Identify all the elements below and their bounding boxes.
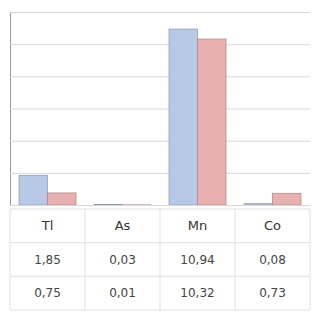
y-tick	[10, 44, 310, 45]
bar	[19, 175, 48, 205]
y-tick	[10, 141, 310, 142]
table-line	[10, 209, 11, 310]
grid-line	[10, 205, 310, 206]
table-value: 0,08	[259, 253, 286, 267]
bar-series	[19, 29, 273, 205]
y-tick	[10, 205, 310, 206]
category-label: Mn	[188, 218, 207, 233]
table-value: 0,01	[109, 286, 136, 300]
bar-series	[48, 39, 302, 205]
bar	[273, 193, 302, 205]
chart: Tl As Mn Co 1,85 0,03 10,94 0,08 0,75 0,01 10,32 0,…	[0, 0, 320, 320]
category-label: As	[115, 218, 131, 233]
grid-line	[10, 173, 310, 174]
table-value: 0,03	[109, 253, 136, 267]
y-tick	[10, 12, 310, 13]
bar	[169, 29, 198, 205]
y-tick	[10, 173, 310, 174]
y-tick	[10, 76, 310, 77]
y-axis-line	[11, 13, 311, 206]
bars	[19, 29, 301, 205]
table-value: 0,73	[259, 286, 286, 300]
table-line	[160, 209, 161, 310]
bar	[123, 204, 152, 205]
table-value: 1,85	[34, 253, 61, 267]
bar	[94, 204, 123, 205]
table-value: 10,32	[180, 286, 214, 300]
grid-line	[10, 44, 310, 45]
grid-line	[10, 76, 310, 77]
table-line	[310, 209, 311, 310]
grid-line	[10, 109, 310, 110]
table-value: 10,94	[180, 253, 214, 267]
bar	[198, 39, 227, 205]
table-value: 0,75	[34, 286, 61, 300]
table-line	[235, 209, 236, 310]
bar	[244, 204, 273, 205]
table: Tl As Mn Co 1,85 0,03 10,94 0,08 0,75 0,01 10,32 0,…	[10, 209, 310, 310]
y-tick	[10, 109, 310, 110]
y-axis	[10, 13, 310, 206]
plot	[10, 13, 310, 206]
category-label: Tl	[41, 218, 54, 233]
grid-line	[10, 141, 310, 142]
grid-line	[10, 12, 310, 13]
bar	[48, 193, 77, 205]
category-label: Co	[264, 218, 281, 233]
table-line	[85, 209, 86, 310]
